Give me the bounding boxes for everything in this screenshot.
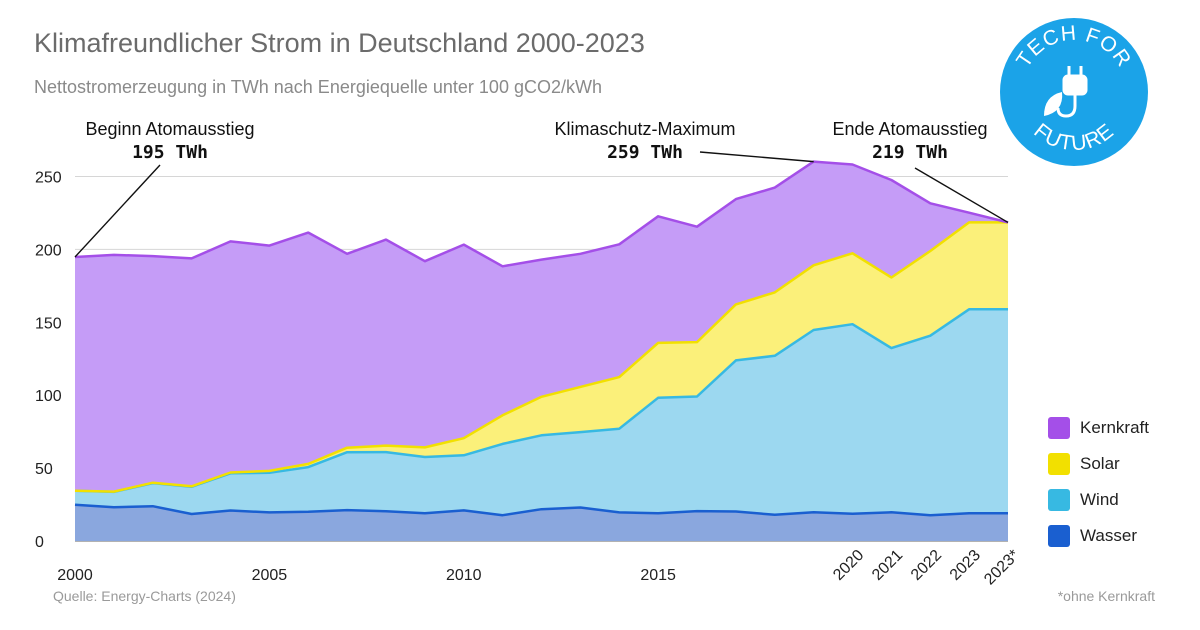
legend: Kernkraft Solar Wind Wasser bbox=[1048, 410, 1149, 554]
x-tick-label: 2023 bbox=[947, 547, 984, 584]
line-wasser bbox=[74, 503, 1008, 517]
annotation-leader-line bbox=[74, 164, 161, 258]
legend-item-solar: Solar bbox=[1048, 446, 1149, 482]
annotation-value: 219 TWh bbox=[872, 142, 948, 163]
legend-swatch bbox=[1048, 417, 1070, 439]
annotation-label: Ende Atomausstieg bbox=[832, 119, 987, 139]
legend-swatch bbox=[1048, 453, 1070, 475]
y-tick-label: 150 bbox=[35, 315, 62, 332]
legend-item-wind: Wind bbox=[1048, 482, 1149, 518]
line-solar bbox=[74, 221, 1008, 493]
source-note: Quelle: Energy-Charts (2024) bbox=[53, 588, 236, 604]
annotation-value: 259 TWh bbox=[607, 142, 683, 163]
x-tick-label: 2015 bbox=[640, 567, 676, 584]
annotation-leader-line bbox=[914, 167, 1009, 224]
y-tick-label: 0 bbox=[35, 534, 44, 551]
y-tick-label: 250 bbox=[35, 170, 62, 187]
annotation-leader-line bbox=[699, 151, 814, 163]
legend-item-wasser: Wasser bbox=[1048, 518, 1149, 554]
legend-label: Kernkraft bbox=[1080, 418, 1149, 437]
line-layer bbox=[74, 160, 1009, 517]
y-tick-label: 50 bbox=[35, 461, 53, 478]
annotation-label: Beginn Atomausstieg bbox=[85, 119, 254, 139]
area-kernkraft bbox=[75, 161, 1008, 492]
area-layer bbox=[75, 161, 1008, 541]
area-wind bbox=[75, 309, 1008, 516]
annotation-label: Klimaschutz-Maximum bbox=[554, 119, 735, 139]
x-tick-label: 2023* bbox=[981, 547, 1023, 589]
area-wasser bbox=[75, 504, 1008, 541]
tech-for-future-logo: TECH FOR FUTURE bbox=[1000, 18, 1148, 166]
legend-swatch bbox=[1048, 489, 1070, 511]
legend-swatch bbox=[1048, 525, 1070, 547]
chart-title: Klimafreundlicher Strom in Deutschland 2… bbox=[34, 28, 645, 58]
footnote: *ohne Kernkraft bbox=[1057, 588, 1155, 604]
legend-label: Solar bbox=[1080, 454, 1120, 473]
plug-icon bbox=[1056, 66, 1088, 118]
x-tick-label: 2022 bbox=[908, 547, 945, 584]
annotation-layer: Beginn Atomausstieg 195 TWh Klimaschutz-Ma… bbox=[74, 119, 1009, 258]
y-tick-label: 200 bbox=[35, 242, 62, 259]
legend-item-kernkraft: Kernkraft bbox=[1048, 410, 1149, 446]
legend-label: Wasser bbox=[1080, 526, 1137, 545]
y-tick-label: 100 bbox=[35, 388, 62, 405]
legend-label: Wind bbox=[1080, 490, 1119, 509]
x-tick-label: 2021 bbox=[869, 547, 906, 584]
x-tick-label: 2005 bbox=[252, 567, 288, 584]
x-tick-label: 2010 bbox=[446, 567, 482, 584]
leaf-icon bbox=[1044, 92, 1063, 116]
chart-subtitle: Nettostromerzeugung in TWh nach Energieq… bbox=[34, 77, 602, 97]
annotation-value: 195 TWh bbox=[132, 142, 208, 163]
x-tick-label: 2020 bbox=[830, 547, 867, 584]
line-kernkraft bbox=[74, 160, 1009, 268]
x-tick-label: 2000 bbox=[57, 567, 93, 584]
